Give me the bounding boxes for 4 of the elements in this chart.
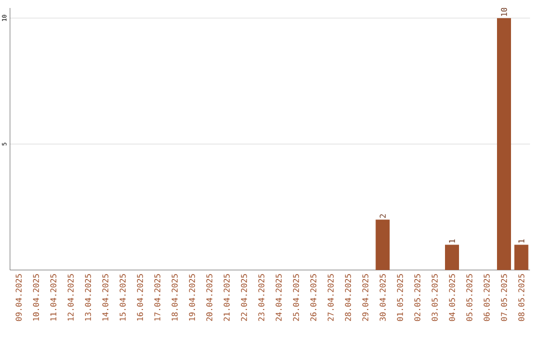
- bar: [497, 18, 512, 270]
- bar: [445, 244, 460, 270]
- bar: [514, 244, 528, 270]
- bar: [376, 220, 390, 270]
